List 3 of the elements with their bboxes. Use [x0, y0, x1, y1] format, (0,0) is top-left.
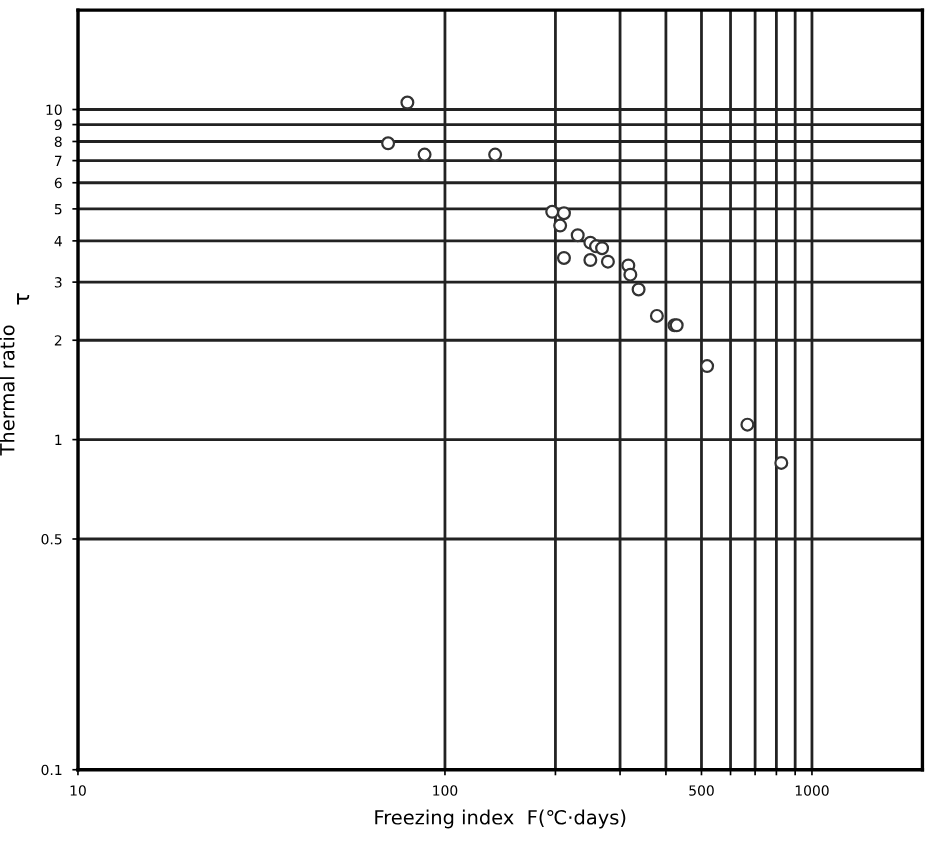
text: τ [17, 293, 30, 305]
y-axis-title: Thermal ratio [0, 325, 15, 456]
x-axis-title: Freezing index F(℃·days) [375, 809, 626, 829]
